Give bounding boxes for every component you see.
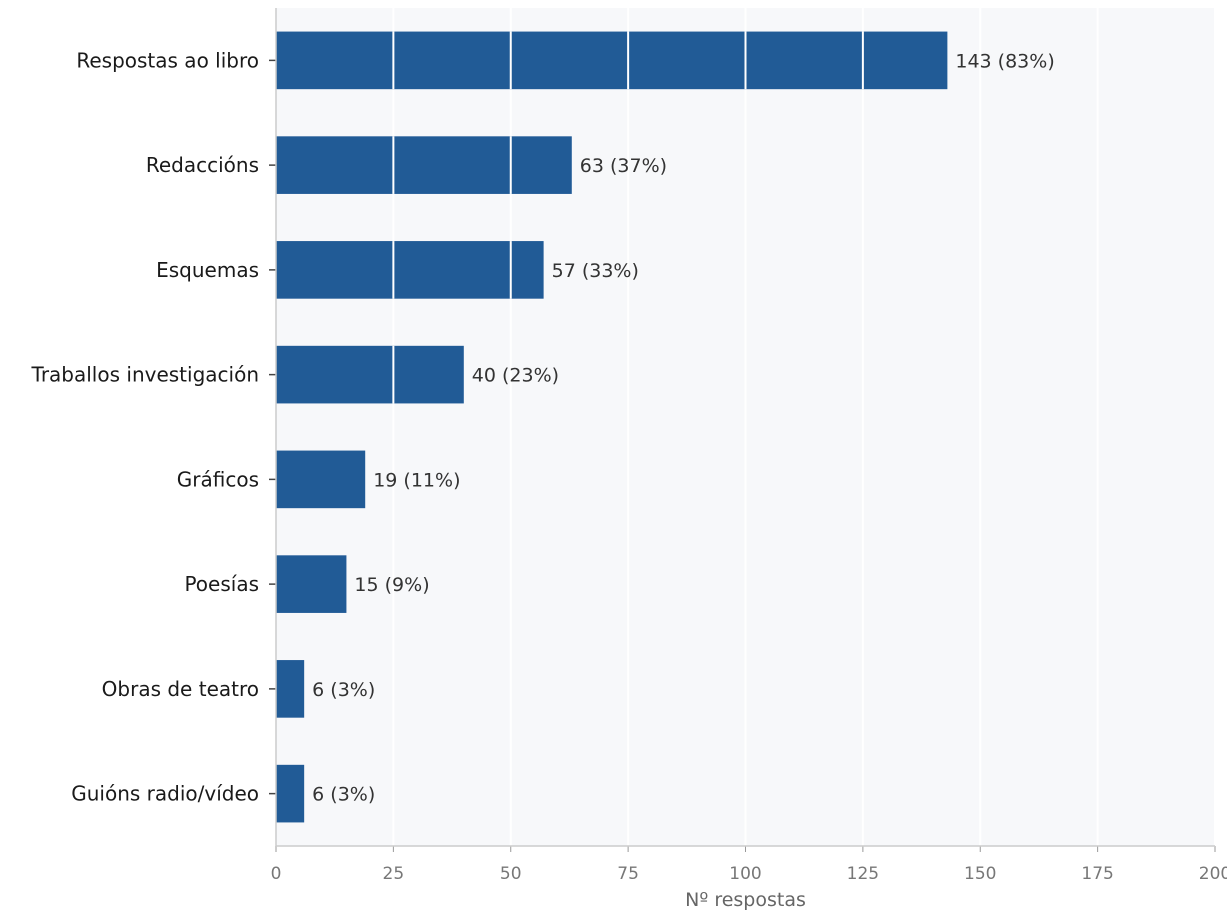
category-label: Poesías bbox=[184, 572, 259, 596]
x-tick-label: 100 bbox=[729, 864, 761, 884]
bar bbox=[276, 31, 948, 90]
bar bbox=[276, 450, 366, 509]
bar-gridlines bbox=[392, 31, 864, 404]
bar bbox=[276, 555, 347, 613]
x-tick-label: 175 bbox=[1081, 864, 1113, 884]
bar bbox=[276, 660, 305, 718]
x-tick-label: 200 bbox=[1199, 864, 1227, 884]
category-label: Respostas ao libro bbox=[76, 48, 259, 72]
category-label: Guións radio/vídeo bbox=[71, 782, 259, 806]
x-tick-label: 125 bbox=[847, 864, 879, 884]
x-tick-label: 0 bbox=[271, 864, 282, 884]
labels: 0 25 50 75 100 125 150 175 200 Respostas ao libro… bbox=[31, 48, 1227, 884]
value-label: 15 (9%) bbox=[354, 574, 429, 596]
bar bbox=[276, 345, 464, 404]
bars bbox=[276, 31, 948, 823]
category-label: Obras de teatro bbox=[102, 677, 259, 701]
category-label: Gráficos bbox=[177, 467, 259, 491]
value-label: 6 (3%) bbox=[312, 679, 375, 701]
value-label: 63 (37%) bbox=[580, 155, 667, 177]
bar bbox=[276, 241, 544, 299]
x-tick-label: 50 bbox=[500, 864, 522, 884]
value-label: 143 (83%) bbox=[955, 50, 1054, 72]
axes bbox=[269, 8, 1216, 852]
category-label: Traballos investigación bbox=[31, 363, 259, 387]
category-label: Redaccións bbox=[146, 153, 259, 177]
value-label: 6 (3%) bbox=[312, 784, 375, 806]
bar bbox=[276, 764, 305, 823]
category-label: Esquemas bbox=[156, 258, 259, 282]
value-label: 40 (23%) bbox=[472, 365, 559, 387]
x-tick-label: 25 bbox=[383, 864, 405, 884]
value-label: 57 (33%) bbox=[552, 260, 639, 282]
x-tick-label: 150 bbox=[964, 864, 996, 884]
x-axis-title: Nº respostas bbox=[685, 889, 806, 911]
x-tick-label: 75 bbox=[617, 864, 639, 884]
bar bbox=[276, 136, 572, 194]
value-label: 19 (11%) bbox=[373, 469, 460, 491]
